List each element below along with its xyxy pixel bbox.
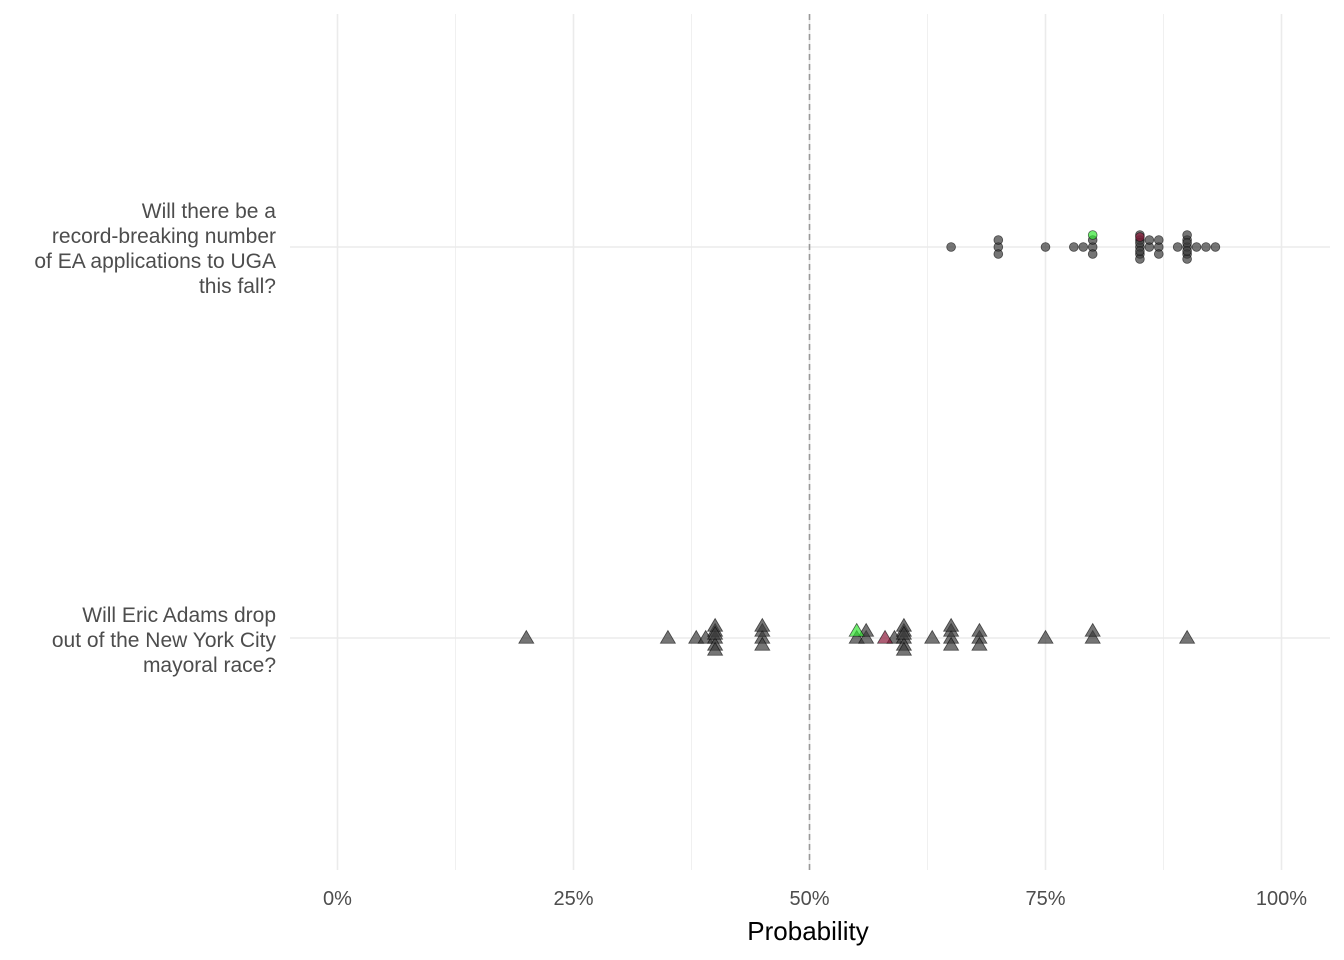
data-point: [1040, 242, 1051, 252]
data-point: [1037, 629, 1054, 644]
data-point: [1153, 235, 1164, 245]
x-tick-label: 25%: [553, 888, 593, 910]
x-tick-label: 75%: [1025, 888, 1065, 910]
data-point: [1172, 242, 1183, 252]
data-point: [924, 629, 941, 644]
highlight-point-green: [1087, 230, 1098, 240]
data-point: [946, 242, 956, 252]
x-axis-label: Probability: [747, 916, 868, 946]
data-point: [1084, 622, 1101, 637]
data-point: [993, 235, 1004, 245]
data-point: [1069, 242, 1079, 252]
y-axis-question-label: Will there be a record-breaking number of …: [34, 199, 276, 299]
data-point: [942, 636, 960, 651]
data-point: [1210, 242, 1221, 252]
question-label-line: mayoral race?: [142, 653, 276, 677]
data-point: [754, 636, 771, 651]
data-point: [1078, 242, 1089, 252]
data-point: [971, 622, 988, 637]
x-tick-label: 50%: [789, 888, 829, 910]
points-layer: [518, 230, 1221, 656]
question-label-line: Will Eric Adams drop: [82, 603, 276, 627]
data-point: [971, 636, 988, 651]
data-point: [1182, 246, 1192, 256]
data-point: [706, 625, 724, 640]
question-label-line: record-breaking number: [51, 225, 276, 248]
data-point: [1178, 629, 1196, 644]
data-point: [895, 625, 913, 640]
question-label-line: of EA applications to UGA: [34, 250, 276, 273]
data-point: [857, 629, 875, 644]
data-point: [895, 641, 913, 656]
highlight-point-red: [876, 629, 894, 644]
data-point: [1182, 230, 1192, 240]
data-point: [1084, 629, 1101, 644]
data-point: [1135, 254, 1145, 264]
highlight-point-red: [1135, 232, 1145, 242]
data-point: [1135, 246, 1145, 256]
data-point: [1182, 254, 1192, 264]
x-tick-label: 100%: [1256, 888, 1307, 910]
data-point: [1153, 249, 1164, 259]
data-point: [706, 641, 724, 656]
question-label-line: this fall?: [198, 275, 276, 298]
highlight-point-green: [848, 622, 865, 637]
data-point: [942, 617, 960, 632]
data-point: [754, 617, 771, 632]
data-point: [518, 629, 535, 644]
data-point: [1201, 242, 1211, 252]
question-label-line: out of the New York City: [51, 628, 276, 652]
data-point: [1144, 235, 1155, 245]
data-point: [1182, 238, 1192, 248]
data-point: [1191, 242, 1202, 252]
y-axis-question-label: Will Eric Adams drop out of the New York …: [52, 603, 276, 678]
data-point: [1087, 249, 1098, 259]
x-tick-label: 0%: [323, 888, 352, 910]
question-label-line: Will there be a: [141, 200, 276, 223]
data-point: [993, 249, 1004, 259]
data-point: [659, 629, 677, 644]
grid-layer: [290, 14, 1330, 870]
x-tick-labels: 0% 25% 50% 75% 100%: [323, 888, 1307, 910]
